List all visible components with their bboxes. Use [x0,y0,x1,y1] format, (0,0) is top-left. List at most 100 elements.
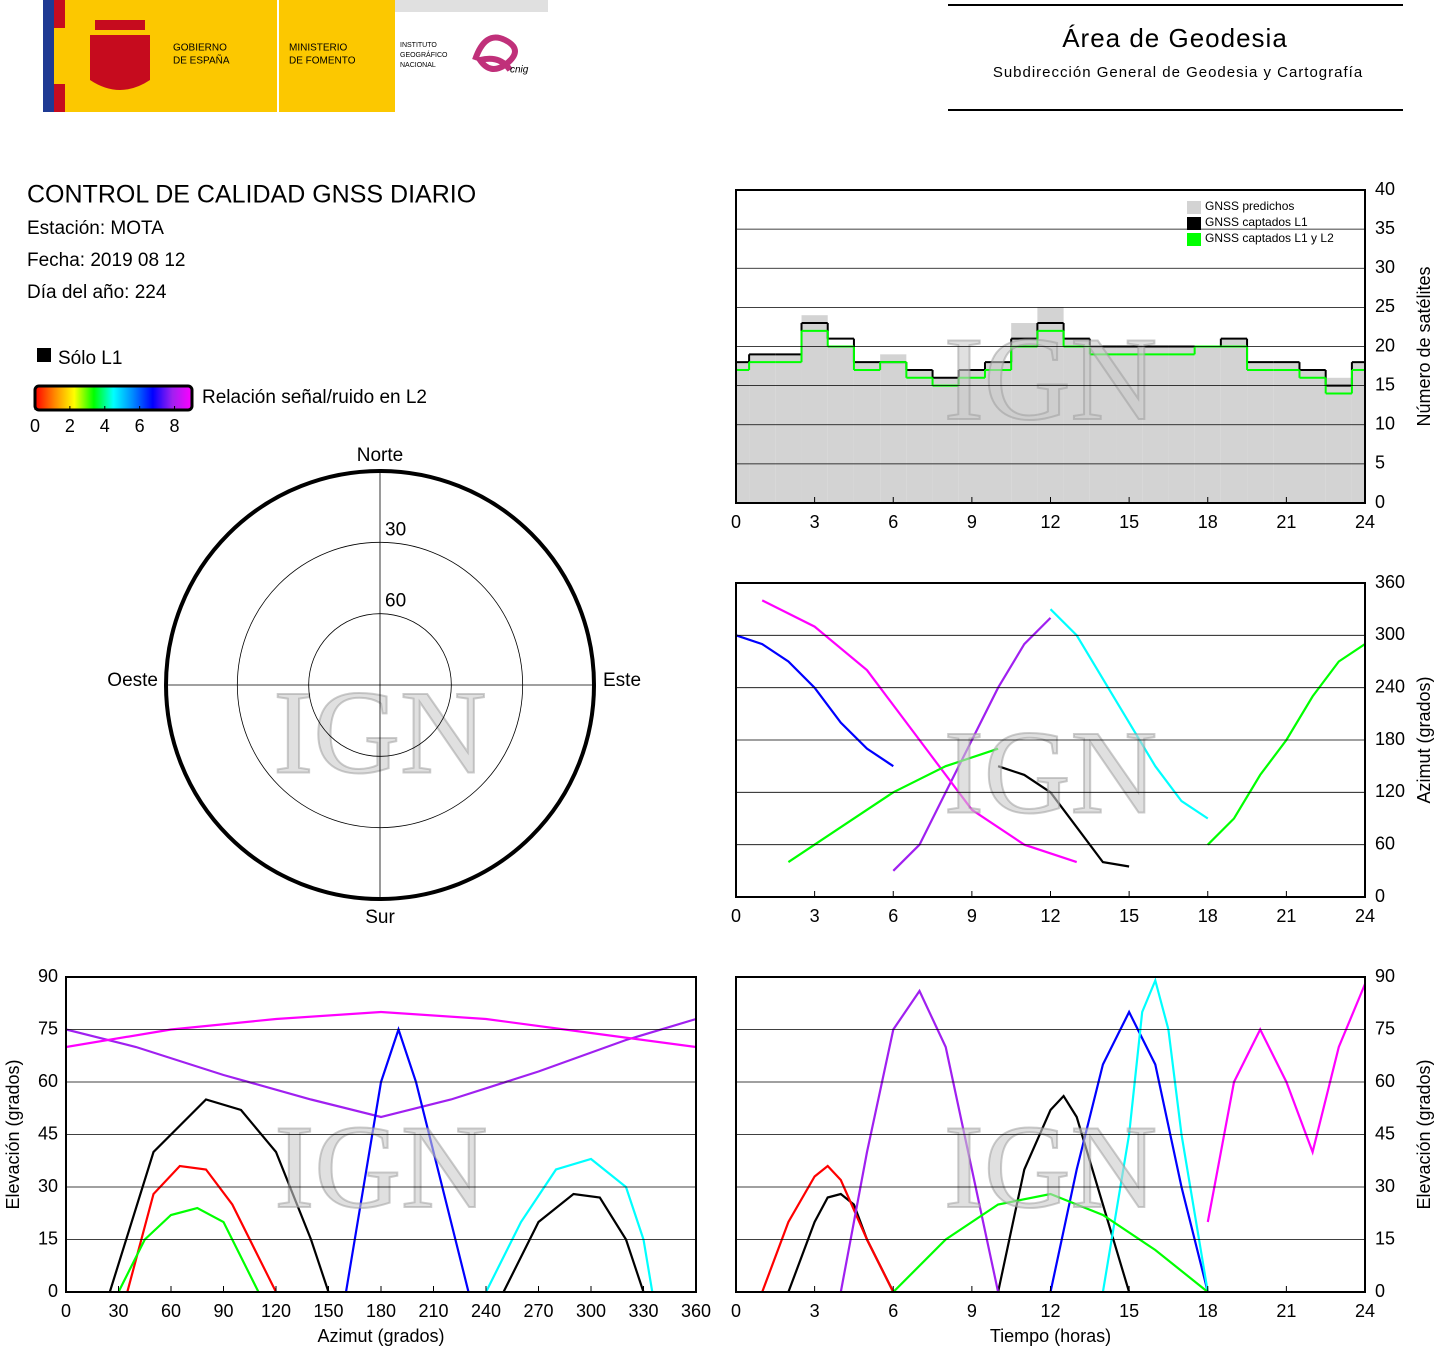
elevation-ring [308,613,452,757]
y-tick-label: 45 [1375,1123,1395,1143]
y-tick-label: 75 [1375,1018,1395,1038]
logo-text: NACIONAL [400,62,436,69]
logo-bar [395,0,548,12]
day-of-year: Día del año: 224 [27,282,167,303]
x-tick-label: 9 [967,1301,977,1321]
colorbar-tick-label: 8 [170,416,180,436]
predicted-area [1037,307,1064,503]
report-title: CONTROL DE CALIDAD GNSS DIARIO [27,181,476,209]
logo-text: GEOGRÁFICO [400,50,448,59]
predicted-area [932,377,959,503]
y-tick-label: 35 [1375,218,1395,238]
colorbar [33,384,194,412]
y-tick-label: 240 [1375,676,1405,696]
predicted-area [749,354,776,503]
logo-text: MINISTERIO [289,43,348,54]
y-tick-label: 0 [1375,1281,1385,1301]
predicted-area [880,354,907,503]
watermark: IGN [944,312,1157,445]
elevation-ring [236,541,524,829]
plot-frame [735,189,1366,504]
legend-label: GNSS captados L1 [1205,215,1308,229]
x-tick-label: 300 [576,1301,606,1321]
flag-strip [54,28,65,84]
y-tick-label: 90 [38,966,58,986]
x-tick-label: 90 [213,1301,233,1321]
x-tick-label: 60 [161,1301,181,1321]
sky-border [164,469,596,901]
y-tick-label: 40 [1375,179,1395,199]
predicted-area [1011,323,1038,503]
predicted-area [801,315,828,503]
logo-block [43,0,548,112]
plot-frame [735,582,1366,898]
y-tick-label: 0 [48,1281,58,1301]
y-tick-label: 0 [1375,492,1385,512]
y-tick-label: 5 [1375,453,1385,473]
x-tick-label: 18 [1198,906,1218,926]
x-tick-label: 24 [1355,906,1375,926]
logo-text: GOBIERNO [173,43,227,54]
x-tick-label: 0 [61,1301,71,1321]
predicted-area [775,354,802,503]
x-tick-label: 120 [261,1301,291,1321]
logo-text: DE ESPAÑA [173,54,230,67]
y-axis-title: Elevación (grados) [3,1059,23,1209]
y-tick-label: 0 [1375,886,1385,906]
y-tick-label: 20 [1375,335,1395,355]
legend-label: GNSS predichos [1205,199,1294,213]
ring-label: 30 [385,519,406,540]
x-tick-label: 240 [471,1301,501,1321]
x-tick-label: 30 [108,1301,128,1321]
y-tick-label: 30 [1375,1176,1395,1196]
plot-frame [65,976,697,1293]
l1-only-swatch [37,348,51,362]
y-tick-label: 120 [1375,781,1405,801]
date: Fecha: 2019 08 12 [27,250,185,271]
y-tick-label: 30 [1375,257,1395,277]
coat-of-arms [90,20,150,90]
y-axis-title: Número de satélites [1414,266,1434,426]
satellite-track [126,1164,277,1292]
colorbar-tick-label: 4 [100,416,110,436]
x-tick-label: 0 [731,1301,741,1321]
legend-swatch [1187,217,1201,230]
y-tick-label: 30 [38,1176,58,1196]
y-tick-label: 60 [1375,833,1395,853]
divider [277,0,279,112]
y-axis-title: Azimut (grados) [1414,676,1434,803]
snr-label: Relación señal/ruido en L2 [202,387,427,408]
x-tick-label: 210 [418,1301,448,1321]
logo-text: DE FOMENTO [289,56,356,67]
satellite-track [839,988,1000,1292]
predicted-area [906,369,933,503]
area-subtitle: Subdirección General de Geodesia y Carto… [993,64,1363,81]
direction-label: Este [603,670,641,691]
x-tick-label: 330 [628,1301,658,1321]
x-tick-label: 0 [731,906,741,926]
x-tick-label: 24 [1355,512,1375,532]
y-tick-label: 60 [1375,1071,1395,1091]
y-tick-label: 45 [38,1123,58,1143]
ring-label: 60 [385,591,406,612]
predicted-area [1220,338,1248,503]
direction-label: Sur [365,907,395,928]
predicted-area [1299,369,1326,503]
y-tick-label: 25 [1375,296,1395,316]
direction-label: Oeste [107,670,158,691]
cnig-text: cnig [510,65,529,76]
x-tick-label: 21 [1276,906,1296,926]
x-tick-label: 3 [810,1301,820,1321]
y-tick-label: 180 [1375,729,1405,749]
x-tick-label: 12 [1040,512,1060,532]
x-tick-label: 0 [731,512,741,532]
x-tick-label: 21 [1276,1301,1296,1321]
y-tick-label: 60 [38,1071,58,1091]
x-tick-label: 18 [1198,1301,1218,1321]
y-tick-label: 15 [1375,1228,1395,1248]
watermark: IGN [274,1100,487,1233]
watermark: IGN [944,706,1157,839]
area-title: Área de Geodesia [1062,23,1288,53]
y-tick-label: 75 [38,1018,58,1038]
